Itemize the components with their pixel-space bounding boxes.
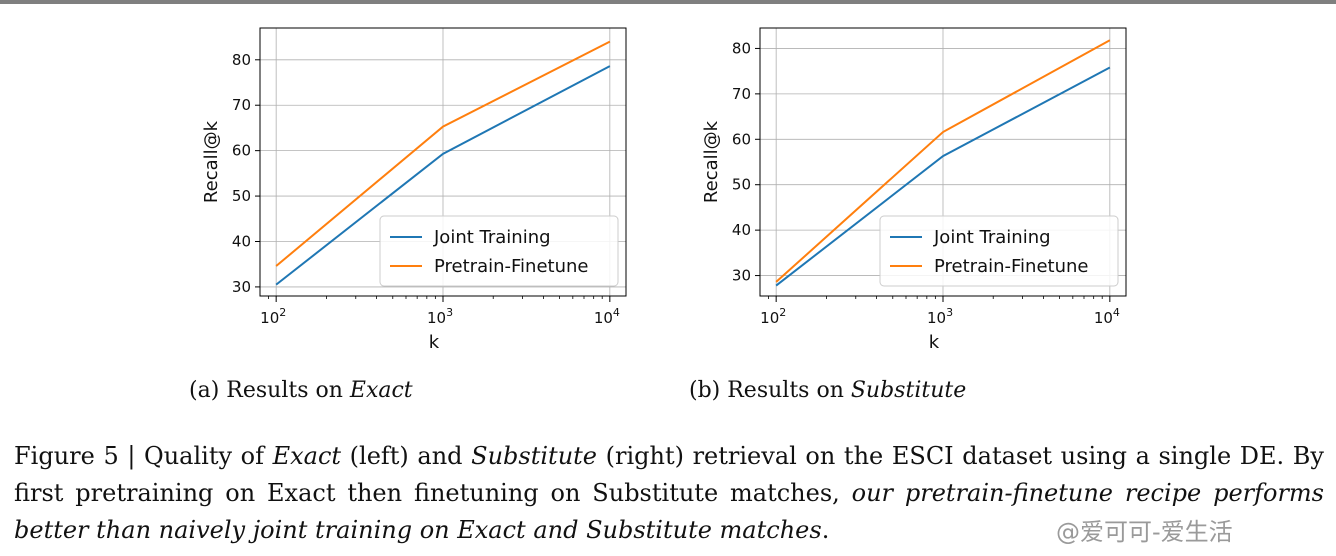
subcaption-dataset: Exact — [349, 378, 413, 403]
legend-label: Joint Training — [933, 227, 1051, 248]
legend-box — [379, 215, 619, 287]
legend-label: Pretrain-Finetune — [434, 256, 589, 277]
x-tick-base: 10 — [594, 309, 613, 327]
x-tick-exponent: 3 — [946, 306, 953, 319]
series-line-0 — [775, 66, 1111, 287]
legend: Joint Training Pretrain-Finetune — [379, 215, 619, 287]
y-tick-label: 70 — [232, 96, 251, 114]
x-tick-exponent: 3 — [446, 306, 453, 319]
watermark: @爱可可-爱生活 — [1056, 518, 1233, 546]
series-line-1 — [775, 39, 1111, 283]
y-tick-label: 40 — [232, 232, 251, 250]
series-line-0 — [275, 65, 611, 286]
x-tick-base: 10 — [927, 309, 946, 327]
x-tick-base: 10 — [427, 309, 446, 327]
x-tick-exponent: 4 — [613, 306, 620, 319]
legend-box — [879, 215, 1119, 287]
y-tick-label: 80 — [732, 39, 751, 57]
x-tick-label: 104 — [594, 306, 620, 327]
x-tick-base: 10 — [760, 309, 779, 327]
subcaption-exact: (a) Results on Exact — [189, 378, 413, 403]
x-tick-label: 103 — [927, 306, 953, 327]
subcaption-dataset: Substitute — [850, 378, 967, 403]
y-tick-label: 70 — [732, 85, 751, 103]
legend-label: Joint Training — [433, 227, 551, 248]
x-axis-title: k — [429, 332, 440, 353]
y-tick-label: 30 — [732, 267, 751, 285]
x-tick-base: 10 — [260, 309, 279, 327]
caption-emphasis: our pretrain-finetune recipe performs be… — [14, 479, 1324, 544]
x-tick-exponent: 4 — [1113, 306, 1120, 319]
x-tick-exponent: 2 — [279, 306, 286, 319]
caption-text: (right) retrieval on the ESCI dataset us… — [14, 442, 1324, 507]
x-tick-label: 102 — [260, 306, 286, 327]
y-tick-label: 40 — [732, 221, 751, 239]
subcaption-prefix: (b) Results on — [689, 378, 851, 403]
y-tick-label: 50 — [732, 176, 751, 194]
caption-text: (left) and — [341, 442, 472, 470]
x-tick-label: 102 — [760, 306, 786, 327]
legend-label: Pretrain-Finetune — [934, 256, 1089, 277]
x-axis-title: k — [929, 332, 940, 353]
y-axis-title: Recall@k — [701, 120, 722, 203]
caption-text: . — [821, 516, 830, 544]
y-tick-label: 60 — [732, 130, 751, 148]
x-tick-base: 10 — [1094, 309, 1113, 327]
y-axis-title: Recall@k — [201, 120, 222, 203]
figure-caption: Figure 5 | Quality of Exact (left) and S… — [14, 438, 1324, 549]
subcaption-substitute: (b) Results on Substitute — [689, 378, 966, 403]
subcaption-prefix: (a) Results on — [189, 378, 350, 403]
x-tick-exponent: 2 — [779, 306, 786, 319]
x-tick-label: 103 — [427, 306, 453, 327]
caption-emphasis: Substitute — [471, 442, 598, 470]
caption-text: Figure 5 | Quality of — [14, 442, 273, 470]
series-line-1 — [275, 40, 611, 267]
top-rule — [0, 0, 1336, 4]
legend: Joint Training Pretrain-Finetune — [879, 215, 1119, 287]
y-tick-label: 80 — [232, 51, 251, 69]
y-tick-label: 50 — [232, 187, 251, 205]
x-tick-label: 104 — [1094, 306, 1120, 327]
caption-emphasis: Exact — [272, 442, 342, 470]
y-tick-label: 30 — [232, 278, 251, 296]
y-tick-label: 60 — [232, 142, 251, 160]
